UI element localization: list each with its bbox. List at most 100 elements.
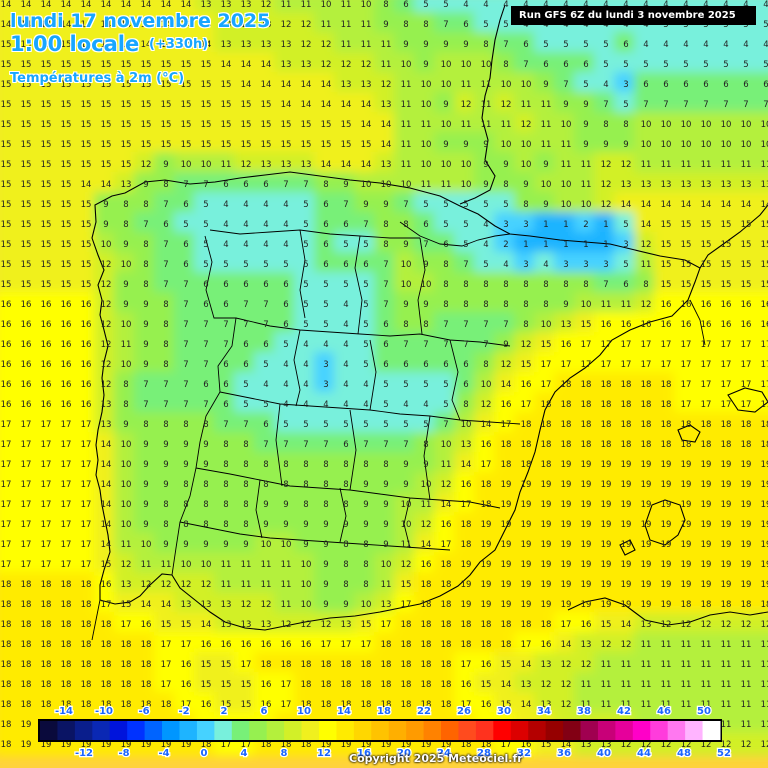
grid-value: 15 xyxy=(661,240,672,250)
grid-value: 17 xyxy=(61,480,72,490)
grid-value: 8 xyxy=(363,460,368,470)
grid-value: 5 xyxy=(183,220,188,230)
grid-value: 16 xyxy=(21,320,32,330)
grid-value: 18 xyxy=(301,660,312,670)
grid-value: 4 xyxy=(283,220,288,230)
grid-value: 16 xyxy=(601,320,612,330)
grid-value: 8 xyxy=(223,520,228,530)
grid-value: 10 xyxy=(661,120,672,130)
grid-value: 15 xyxy=(221,660,232,670)
grid-value: 8 xyxy=(423,320,428,330)
grid-value: 3 xyxy=(503,220,508,230)
temperature-cell xyxy=(754,212,768,236)
grid-value: 12 xyxy=(261,0,272,10)
legend-swatch xyxy=(74,721,93,740)
temperature-cell xyxy=(0,12,18,36)
grid-value: 16 xyxy=(1,340,12,350)
grid-value: 8 xyxy=(583,280,588,290)
temperature-cell xyxy=(0,92,18,116)
grid-value: 15 xyxy=(341,140,352,150)
legend-tick-label: 46 xyxy=(657,706,671,717)
grid-value: 6 xyxy=(703,80,708,90)
grid-value: 18 xyxy=(421,660,432,670)
grid-value: 3 xyxy=(563,260,568,270)
grid-value: 15 xyxy=(41,180,52,190)
grid-value: 17 xyxy=(321,640,332,650)
grid-value: 19 xyxy=(521,520,532,530)
grid-value: 19 xyxy=(661,580,672,590)
legend-swatch xyxy=(214,721,233,740)
grid-value: 8 xyxy=(403,320,408,330)
grid-value: 18 xyxy=(401,620,412,630)
grid-value: 17 xyxy=(761,360,768,370)
grid-value: 16 xyxy=(81,340,92,350)
grid-value: 18 xyxy=(61,620,72,630)
grid-value: 15 xyxy=(41,280,52,290)
grid-value: 8 xyxy=(223,500,228,510)
grid-value: 7 xyxy=(743,100,748,110)
grid-value: 19 xyxy=(621,580,632,590)
grid-value: 8 xyxy=(143,260,148,270)
grid-value: 11 xyxy=(401,160,412,170)
grid-value: 9 xyxy=(143,320,148,330)
grid-value: 15 xyxy=(61,260,72,270)
grid-value: 13 xyxy=(581,640,592,650)
grid-value: 18 xyxy=(121,680,132,690)
grid-value: 5 xyxy=(623,220,628,230)
grid-value: 1 xyxy=(563,240,568,250)
grid-value: 19 xyxy=(741,520,752,530)
grid-value: 17 xyxy=(61,440,72,450)
grid-value: 19 xyxy=(621,500,632,510)
grid-value: 8 xyxy=(283,460,288,470)
grid-value: 12 xyxy=(101,320,112,330)
grid-value: 16 xyxy=(101,580,112,590)
grid-value: 15 xyxy=(41,160,52,170)
grid-value: 11 xyxy=(421,120,432,130)
grid-value: 19 xyxy=(561,600,572,610)
grid-value: 11 xyxy=(761,640,768,650)
grid-value: 5 xyxy=(263,360,268,370)
grid-value: 15 xyxy=(361,620,372,630)
legend-tick-label: 12 xyxy=(317,748,331,759)
grid-value: 14 xyxy=(561,640,572,650)
grid-value: 8 xyxy=(243,460,248,470)
grid-value: 18 xyxy=(401,680,412,690)
legend-swatch xyxy=(127,721,146,740)
grid-value: 18 xyxy=(741,440,752,450)
grid-value: 17 xyxy=(1,500,12,510)
grid-value: 14 xyxy=(61,0,72,10)
grid-value: 9 xyxy=(403,300,408,310)
grid-value: 7 xyxy=(203,320,208,330)
grid-value: 11 xyxy=(721,660,732,670)
grid-value: 14 xyxy=(281,100,292,110)
grid-value: 9 xyxy=(503,160,508,170)
grid-value: 9 xyxy=(363,200,368,210)
grid-value: 18 xyxy=(461,520,472,530)
grid-value: 15 xyxy=(701,280,712,290)
grid-value: 18 xyxy=(641,420,652,430)
grid-value: 14 xyxy=(161,600,172,610)
grid-value: 4 xyxy=(303,380,308,390)
grid-value: 10 xyxy=(201,160,212,170)
grid-value: 17 xyxy=(681,340,692,350)
grid-value: 15 xyxy=(221,120,232,130)
grid-value: 1 xyxy=(603,240,608,250)
grid-value: 15 xyxy=(1,240,12,250)
grid-value: 10 xyxy=(521,80,532,90)
grid-value: 15 xyxy=(241,700,252,710)
grid-value: 11 xyxy=(721,640,732,650)
grid-value: 7 xyxy=(483,340,488,350)
grid-value: 4 xyxy=(343,400,348,410)
grid-value: 17 xyxy=(21,420,32,430)
grid-value: 8 xyxy=(523,300,528,310)
temperature-cell xyxy=(754,612,768,636)
grid-value: 12 xyxy=(321,620,332,630)
grid-value: 19 xyxy=(481,600,492,610)
grid-value: 9 xyxy=(363,520,368,530)
grid-value: 18 xyxy=(21,700,32,710)
grid-value: 18 xyxy=(1,680,12,690)
grid-value: 9 xyxy=(163,480,168,490)
grid-value: 16 xyxy=(241,640,252,650)
grid-value: 9 xyxy=(603,140,608,150)
temperature-cell xyxy=(0,352,18,376)
